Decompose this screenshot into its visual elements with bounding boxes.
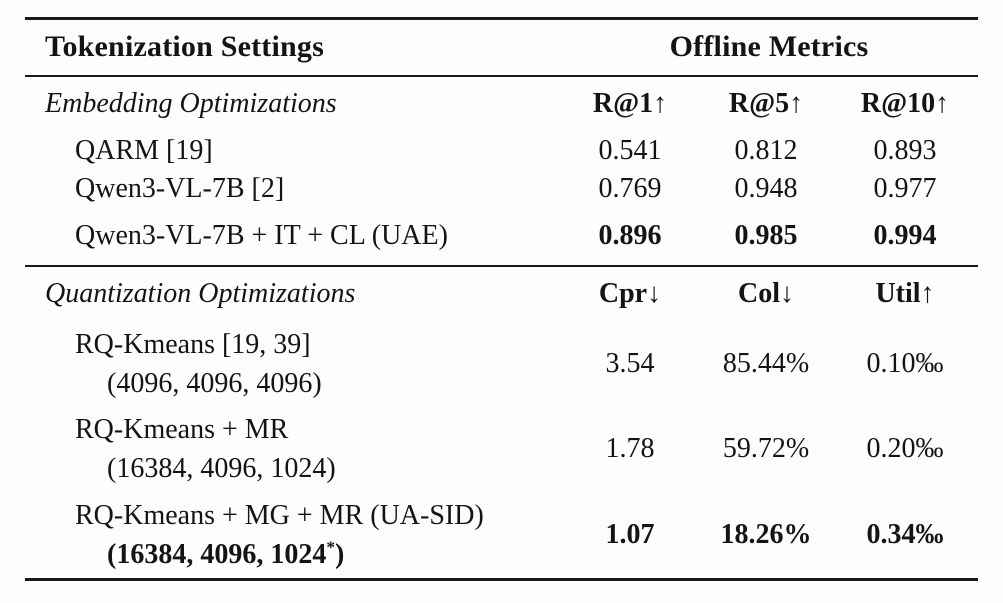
codebook-sizes: (16384, 4096, 1024) <box>107 453 336 484</box>
embedding-section: Embedding Optimizations R@1↑ R@5↑ R@10↑ … <box>25 76 978 266</box>
table-row-qwen3-it-cl-uae: Qwen3-VL-7B + IT + CL (UAE) 0.896 0.985 … <box>25 208 978 266</box>
method-name-cell: RQ-Kmeans [19, 39] (4096, 4096, 4096) <box>25 322 560 407</box>
table-head: Tokenization Settings Offline Metrics <box>25 18 978 76</box>
method-name: Qwen3-VL-7B + IT + CL (UAE) <box>75 220 448 251</box>
settings-column-title: Tokenization Settings <box>45 30 324 64</box>
col-header-recall-5: R@5↑ <box>728 88 804 119</box>
results-table: Tokenization Settings Offline Metrics Em… <box>25 17 978 581</box>
method-name: RQ-Kmeans + MR <box>75 414 289 445</box>
table-row-rq-kmeans: RQ-Kmeans [19, 39] (4096, 4096, 4096) 3.… <box>25 322 978 407</box>
metric-value: 18.26% <box>720 518 812 550</box>
codebook-sizes: (16384, 4096, 1024*) <box>107 537 345 570</box>
title-row: Tokenization Settings Offline Metrics <box>25 18 978 76</box>
method-name: QARM [19] <box>75 134 213 166</box>
metric-value: 85.44% <box>722 348 810 379</box>
quantization-section-label: Quantization Optimizations <box>45 278 356 309</box>
metric-value: 0.541 <box>598 134 662 166</box>
metric-value: 0.896 <box>598 220 662 251</box>
method-name: Qwen3-VL-7B [2] <box>75 172 285 204</box>
metric-value: 1.07 <box>605 518 655 550</box>
metric-value: 0.34‰ <box>866 518 944 550</box>
col-header-cpr: Cpr↓ <box>598 278 662 309</box>
metric-value: 0.977 <box>873 172 937 204</box>
metric-value: 0.985 <box>734 220 798 251</box>
metric-value: 0.769 <box>598 172 662 204</box>
metric-value: 0.20‰ <box>866 433 944 464</box>
offline-metrics-title: Offline Metrics <box>669 30 869 64</box>
table-row-qarm: QARM [19] 0.541 0.812 0.893 <box>25 132 978 170</box>
metric-value: 0.893 <box>873 134 937 166</box>
quantization-section-header-row: Quantization Optimizations Cpr↓ Col↓ Uti… <box>25 266 978 322</box>
embedding-section-label: Embedding Optimizations <box>45 88 337 119</box>
embedding-section-header-row: Embedding Optimizations R@1↑ R@5↑ R@10↑ <box>25 76 978 132</box>
metric-value: 3.54 <box>605 348 655 379</box>
col-header-recall-1: R@1↑ <box>592 88 668 119</box>
metric-value: 0.994 <box>873 220 937 251</box>
quantization-section: Quantization Optimizations Cpr↓ Col↓ Uti… <box>25 266 978 580</box>
metric-value: 59.72% <box>722 433 810 464</box>
method-name-cell: RQ-Kmeans + MR (16384, 4096, 1024) <box>25 407 560 492</box>
col-header-util: Util↑ <box>875 278 935 309</box>
metric-value: 0.948 <box>734 172 798 204</box>
method-name: RQ-Kmeans [19, 39] <box>75 329 311 360</box>
metric-value: 0.10‰ <box>866 348 944 379</box>
table-row-rq-kmeans-mg-mr-ua-sid: RQ-Kmeans + MG + MR (UA-SID) (16384, 409… <box>25 492 978 580</box>
table-row-qwen3: Qwen3-VL-7B [2] 0.769 0.948 0.977 <box>25 170 978 208</box>
metric-value: 0.812 <box>734 134 798 166</box>
asterisk-superscript: * <box>326 537 336 557</box>
table-row-rq-kmeans-mr: RQ-Kmeans + MR (16384, 4096, 1024) 1.78 … <box>25 407 978 492</box>
col-header-col: Col↓ <box>738 278 794 309</box>
method-name-cell: RQ-Kmeans + MG + MR (UA-SID) (16384, 409… <box>25 492 560 580</box>
col-header-recall-10: R@10↑ <box>860 88 950 119</box>
metric-value: 1.78 <box>605 433 655 464</box>
codebook-sizes: (4096, 4096, 4096) <box>107 368 322 399</box>
method-name: RQ-Kmeans + MG + MR (UA-SID) <box>75 499 484 531</box>
